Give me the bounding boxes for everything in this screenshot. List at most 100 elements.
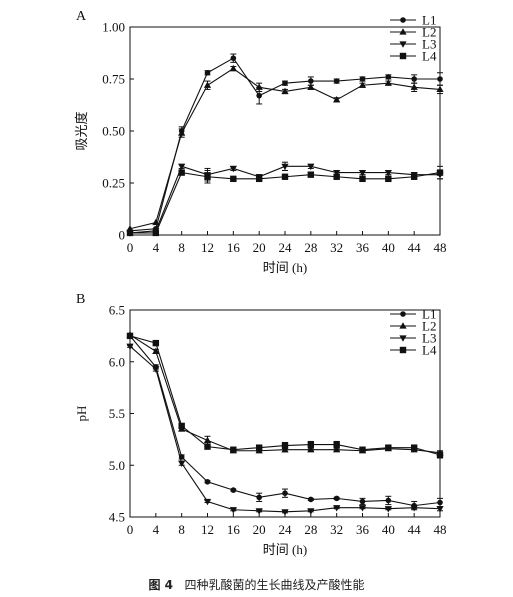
data-point — [281, 87, 289, 95]
legend-label: L3 — [422, 37, 436, 52]
legend-label: L1 — [422, 13, 436, 28]
x-tick-label: 24 — [279, 522, 293, 537]
plot-frame — [129, 26, 441, 236]
data-point — [281, 442, 289, 449]
data-point — [385, 497, 392, 504]
data-point — [281, 509, 289, 516]
series-L4 — [126, 165, 444, 237]
legend-marker — [400, 17, 406, 23]
x-tick-label: 40 — [382, 240, 395, 255]
legend-label: L2 — [422, 319, 436, 334]
data-point — [282, 80, 288, 86]
data-point — [333, 505, 341, 512]
data-point — [410, 173, 418, 180]
legend-marker — [399, 41, 407, 48]
y-tick-label: 5.5 — [109, 406, 125, 421]
data-point — [411, 76, 417, 82]
x-tick-label: 48 — [434, 522, 447, 537]
series-L1 — [127, 333, 443, 511]
y-tick-label: 0 — [119, 228, 126, 243]
data-point — [178, 460, 186, 467]
x-tick-label: 20 — [253, 522, 266, 537]
data-point — [255, 444, 263, 451]
data-point — [437, 76, 443, 82]
data-point — [203, 498, 212, 506]
data-point — [281, 173, 289, 180]
data-point — [333, 495, 340, 502]
series-line — [129, 345, 441, 513]
data-point — [359, 175, 366, 183]
data-point — [178, 129, 186, 136]
x-tick-label: 12 — [201, 240, 214, 255]
data-point — [255, 175, 263, 183]
panel-label: B — [76, 292, 85, 307]
data-point — [152, 339, 160, 347]
data-point — [384, 506, 392, 513]
legend-marker — [399, 28, 407, 35]
data-point — [333, 173, 340, 180]
x-axis-label: 时间 (h) — [263, 260, 307, 275]
figure-caption: 图 4 四种乳酸菌的生长曲线及产酸性能 — [0, 576, 513, 596]
data-point — [436, 506, 444, 513]
data-point — [359, 76, 366, 82]
data-point — [308, 78, 314, 84]
x-tick-label: 4 — [153, 522, 160, 537]
legend-label: L4 — [422, 49, 437, 64]
y-tick-label: 5.0 — [109, 458, 125, 473]
figure-caption-text: 四种乳酸菌的生长曲线及产酸性能 — [184, 578, 365, 592]
x-tick-label: 32 — [330, 240, 343, 255]
data-point — [410, 505, 418, 512]
chart-panel: 00.250.500.751.000 4 8 12 16 20 24 28 32 36 40 44 48… — [74, 9, 447, 275]
x-tick-label: 40 — [382, 522, 395, 537]
legend-marker — [399, 346, 407, 354]
y-tick-label: 1.00 — [102, 20, 125, 35]
x-tick-label: 16 — [227, 522, 241, 537]
data-point — [230, 446, 237, 453]
data-point — [255, 508, 263, 515]
data-point — [152, 229, 160, 237]
data-point — [230, 175, 237, 183]
data-point — [229, 507, 237, 514]
legend-marker — [400, 311, 406, 317]
data-point — [282, 490, 288, 496]
legend-marker — [399, 52, 407, 60]
legend-label: L3 — [422, 331, 436, 346]
data-point — [358, 170, 367, 177]
data-point — [333, 441, 340, 448]
data-point — [307, 171, 315, 178]
data-point — [230, 487, 237, 493]
x-tick-label: 24 — [279, 240, 293, 255]
x-tick-label: 8 — [178, 240, 185, 255]
data-point — [333, 78, 340, 84]
x-tick-label: 0 — [127, 522, 134, 537]
data-point — [359, 446, 366, 453]
data-point — [126, 332, 134, 340]
data-point — [178, 163, 186, 171]
data-point — [307, 445, 315, 453]
chart-panel: 4.55.05.56.06.50 4 8 12 16 20 24 28 32 36 40 44 48时间… — [74, 292, 447, 557]
data-point — [126, 343, 134, 351]
y-tick-label: 4.5 — [109, 510, 125, 525]
data-point — [308, 496, 314, 503]
series-L3 — [126, 343, 444, 516]
data-point — [307, 83, 315, 90]
data-point — [410, 444, 418, 451]
data-point — [385, 444, 392, 451]
x-tick-label: 44 — [408, 522, 422, 537]
data-point — [333, 445, 341, 453]
data-point — [359, 498, 366, 505]
data-point — [256, 92, 262, 99]
y-tick-label: 0.25 — [102, 176, 125, 191]
data-point — [204, 173, 211, 180]
data-point — [384, 79, 392, 86]
x-tick-label: 36 — [356, 522, 370, 537]
data-point — [436, 169, 444, 176]
x-axis-label: 时间 (h) — [263, 542, 307, 557]
data-point — [333, 170, 341, 177]
data-point — [333, 96, 341, 103]
data-point — [384, 170, 392, 177]
data-point — [256, 494, 262, 501]
data-point — [436, 85, 444, 92]
x-tick-label: 20 — [253, 240, 266, 255]
